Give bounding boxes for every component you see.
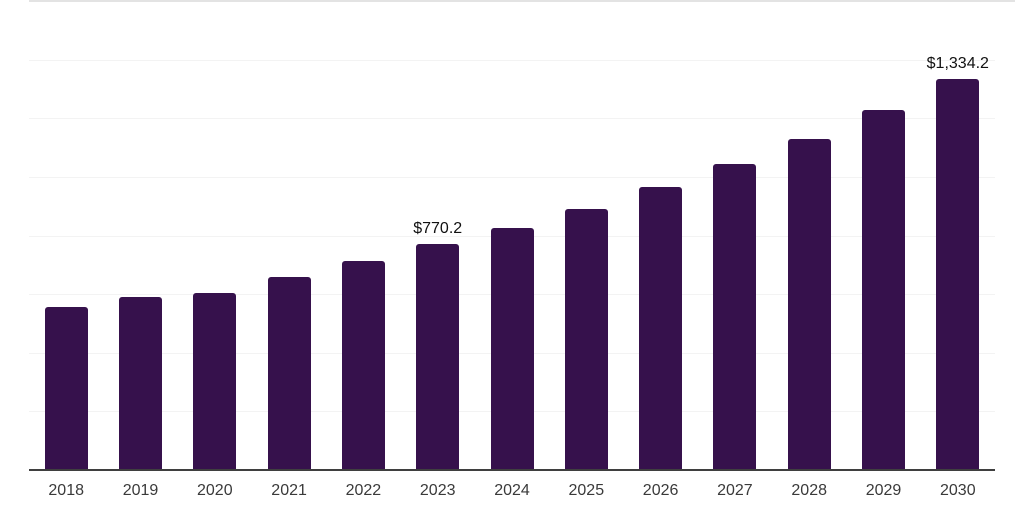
bar-2018	[44, 307, 88, 470]
x-tick-2026: 2026	[642, 482, 679, 499]
x-tick-2030: 2030	[940, 482, 976, 499]
bar-2025	[564, 209, 608, 470]
x-tick-2027: 2027	[717, 482, 753, 499]
bar-2023	[416, 244, 460, 470]
gridline	[29, 59, 995, 61]
x-tick-2022: 2022	[345, 482, 382, 499]
x-tick-2028: 2028	[791, 482, 827, 499]
bar-2028	[787, 138, 831, 470]
x-tick-2018: 2018	[48, 482, 84, 499]
bar-2027	[713, 164, 757, 470]
x-tick-2024: 2024	[494, 482, 530, 499]
gridline	[29, 118, 995, 120]
x-tick-2029: 2029	[865, 482, 902, 499]
bar-2021	[267, 276, 311, 470]
x-tick-2023: 2023	[419, 482, 456, 499]
x-tick-2019: 2019	[122, 482, 159, 499]
plot-top-border	[29, 0, 1015, 2]
bar-2019	[119, 297, 162, 470]
bar-2029	[862, 110, 905, 470]
value-label-2030: $1,334.2	[926, 54, 989, 72]
x-axis-line	[29, 469, 995, 471]
x-tick-2025: 2025	[568, 482, 605, 499]
bar-2030	[936, 78, 980, 470]
gridline	[29, 176, 995, 178]
bar-2026	[639, 187, 683, 470]
x-tick-2020: 2020	[197, 482, 233, 499]
value-label-2023: $770.2	[413, 220, 463, 238]
bar-2020	[193, 293, 237, 470]
x-tick-2021: 2021	[271, 482, 307, 499]
bar-2024	[490, 228, 534, 470]
bar-2022	[341, 260, 385, 470]
